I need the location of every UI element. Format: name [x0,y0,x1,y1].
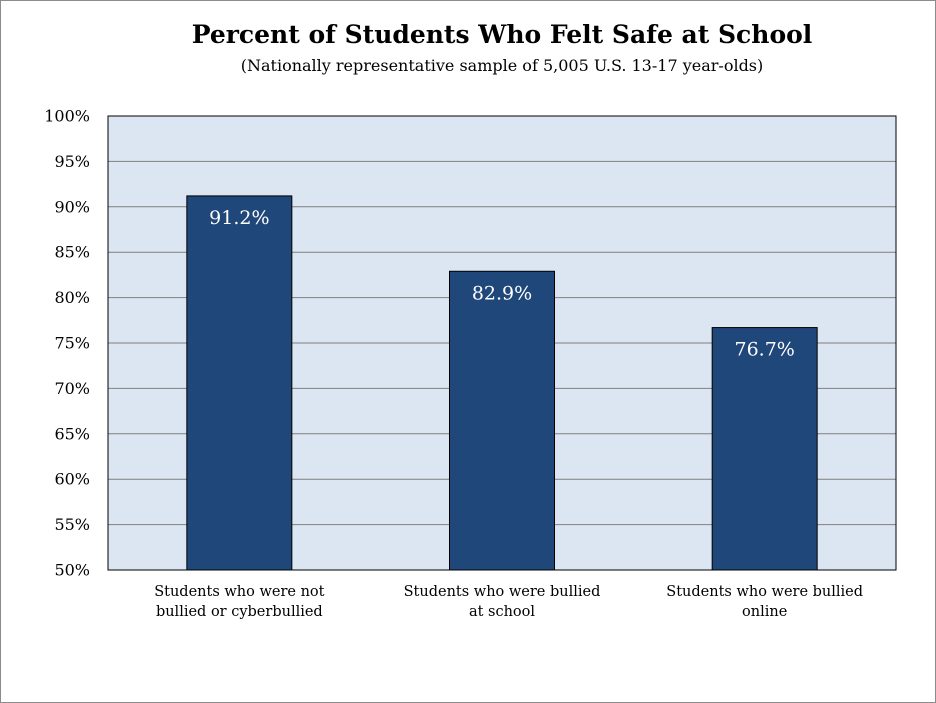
data-labels: 91.2% 82.9% 76.7% [209,207,795,361]
bar-data-label: 82.9% [472,282,532,304]
bar-data-label: 91.2% [209,207,269,229]
bars [186,195,818,571]
y-tick-label: 60% [54,470,90,489]
y-tick-label: 85% [54,243,90,262]
bar [711,327,818,571]
chart-subtitle: (Nationally representative sample of 5,0… [240,56,764,75]
x-category-label: at school [469,604,535,620]
x-category-label: Students who were bullied [666,584,863,600]
x-category-label: Students who were bullied [404,584,601,600]
y-tick-label: 65% [54,424,90,443]
y-tick-label: 75% [54,334,90,353]
bar-data-label: 76.7% [734,339,794,361]
bar [186,195,293,571]
y-tick-label: 70% [54,379,90,398]
x-category-label: online [742,604,787,620]
y-tick-label: 95% [54,152,90,171]
y-tick-label: 90% [54,197,90,216]
y-tick-label: 80% [54,288,90,307]
x-category-label: bullied or cyberbullied [156,604,323,620]
x-category-label: Students who were not [154,584,324,600]
bar [449,270,555,571]
y-tick-label: 100% [44,107,90,126]
x-axis-category-labels: Students who were not bullied or cyberbul… [154,584,863,620]
chart-title: Percent of Students Who Felt Safe at Sch… [191,20,813,49]
y-tick-label: 50% [54,561,90,580]
y-tick-label: 55% [54,515,90,534]
y-axis-tick-labels: 50% 55% 60% 65% 70% 75% 80% 85% 90% 95% 100% [44,107,90,580]
